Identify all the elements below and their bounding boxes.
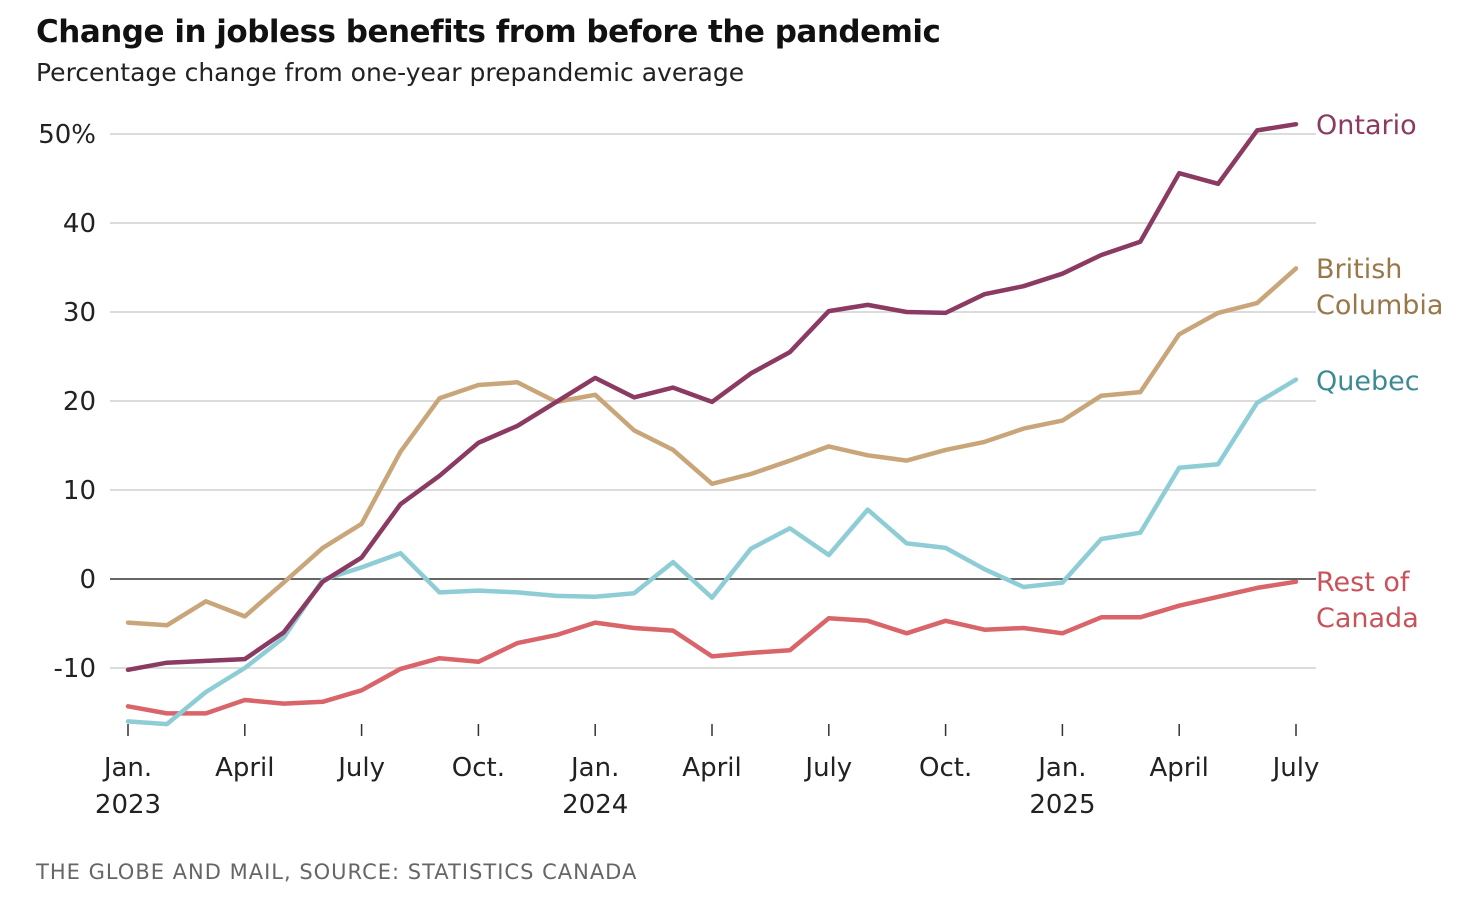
series-line-british-columbia	[125, 266, 1299, 628]
y-tick-label: 50%	[38, 120, 96, 150]
chart-source: THE GLOBE AND MAIL, SOURCE: STATISTICS C…	[36, 860, 638, 884]
series-line-ontario	[125, 121, 1299, 673]
y-tick-label: 40	[63, 209, 96, 239]
y-tick-label: 10	[63, 476, 96, 506]
y-tick-label: 20	[63, 387, 96, 417]
x-tick-year: 2023	[95, 790, 161, 820]
x-tick-label: April	[682, 753, 741, 783]
x-tick-label: July	[336, 753, 385, 783]
x-tick-year: 2024	[562, 790, 628, 820]
series-label-rest-of-canada: Rest of	[1316, 567, 1411, 598]
x-tick-label: Jan.	[1036, 753, 1086, 783]
y-tick-label: 0	[79, 565, 96, 595]
series-label-ontario: Ontario	[1316, 110, 1417, 141]
series-line-rest-of-canada	[125, 579, 1299, 716]
x-tick-label: April	[215, 753, 274, 783]
series-label-quebec: Quebec	[1316, 366, 1420, 397]
series-label-british-columbia: British	[1316, 254, 1402, 285]
series-line-quebec	[125, 377, 1299, 727]
x-tick-label: Oct.	[452, 753, 505, 783]
x-tick-label: July	[803, 753, 852, 783]
chart-subtitle: Percentage change from one-year prepande…	[36, 58, 745, 87]
x-tick-label: Jan.	[102, 753, 152, 783]
x-tick-label: Oct.	[919, 753, 972, 783]
y-tick-label: -10	[54, 654, 96, 684]
series-label-rest-of-canada: Canada	[1316, 603, 1419, 634]
x-tick-label: Jan.	[569, 753, 619, 783]
y-tick-label: 30	[63, 298, 96, 328]
x-tick-label: April	[1149, 753, 1208, 783]
chart-title: Change in jobless benefits from before t…	[36, 14, 941, 50]
series-label-british-columbia: Columbia	[1316, 290, 1443, 321]
x-tick-label: July	[1271, 753, 1320, 783]
x-tick-year: 2025	[1029, 790, 1095, 820]
